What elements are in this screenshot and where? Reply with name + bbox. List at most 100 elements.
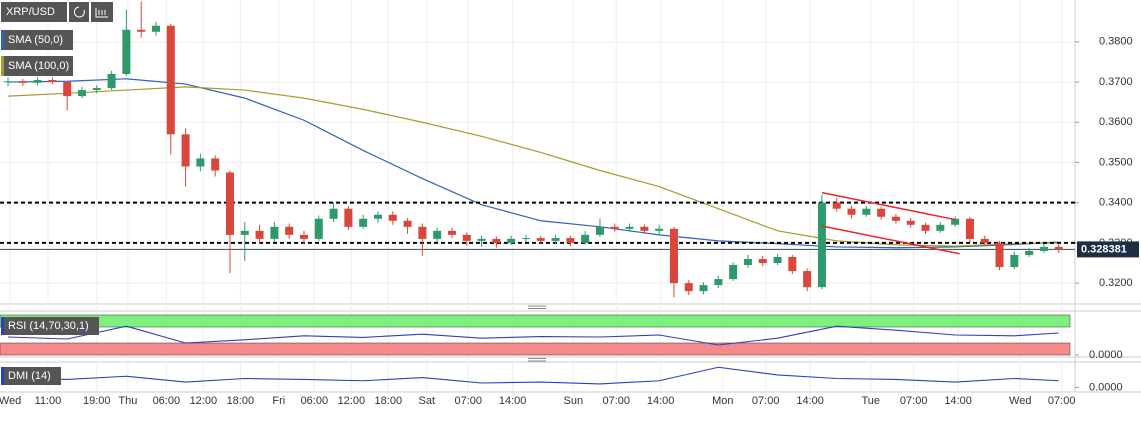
sma-line <box>7 78 1059 249</box>
candle-body <box>107 73 116 89</box>
x-tick-label: 14:00 <box>647 395 675 407</box>
candle-body <box>270 226 279 239</box>
blank-box <box>10 257 131 285</box>
candle-body <box>477 238 486 241</box>
legend-box[interactable] <box>1 30 73 50</box>
x-tick-label: Fri <box>272 395 285 407</box>
x-tick-label: Thu <box>118 395 137 407</box>
candle-body <box>240 230 249 235</box>
candle-body <box>63 82 72 97</box>
candle-body <box>669 228 678 284</box>
candle-body <box>877 208 886 217</box>
x-tick-label: Wed <box>1009 395 1031 407</box>
candle-body <box>699 285 708 292</box>
candle-body <box>77 90 86 97</box>
x-tick-label: Mon <box>712 395 733 407</box>
indicator-label-box[interactable] <box>1 317 99 335</box>
candle-body <box>862 208 871 215</box>
candle-body <box>788 256 797 272</box>
legend-box[interactable] <box>1 56 73 76</box>
candle-body <box>817 202 826 288</box>
x-tick-label: Sat <box>419 395 436 407</box>
candle-body <box>181 134 190 167</box>
y-tick-label: 0.3700 <box>1099 76 1133 88</box>
candle-body <box>225 172 234 235</box>
candle-body <box>255 230 264 239</box>
indicator-label-box[interactable] <box>1 367 61 385</box>
x-tick-label: 06:00 <box>301 395 329 407</box>
candle-body <box>3 81 12 83</box>
indicator-title: RSI (14,70,30,1) <box>8 320 89 332</box>
candle-body <box>1054 246 1063 250</box>
x-tick-label: Sun <box>564 395 584 407</box>
candle-body <box>714 279 723 286</box>
refresh-button[interactable] <box>69 2 89 22</box>
candle-body <box>285 226 294 235</box>
candle-body <box>965 218 974 239</box>
candle-body <box>743 258 752 266</box>
refresh-icon <box>73 6 85 18</box>
candle-body <box>492 238 501 243</box>
candle-body <box>684 283 693 292</box>
candle-body <box>329 208 338 219</box>
candle-body <box>137 29 146 32</box>
y-tick-label: 0.0000 <box>1089 349 1123 361</box>
candle-body <box>729 265 738 280</box>
symbol-label: XRP/USD <box>6 6 55 18</box>
indicator-swatch <box>1 367 4 385</box>
x-tick-label: 07:00 <box>752 395 780 407</box>
candle-body <box>980 238 989 243</box>
candle-body <box>995 242 1004 268</box>
candle-body <box>566 238 575 243</box>
x-tick-label: 07:00 <box>454 395 482 407</box>
candle-body <box>196 158 205 167</box>
symbol-box[interactable] <box>1 2 67 22</box>
x-tick-label: 12:00 <box>190 395 218 407</box>
x-tick-label: 07:00 <box>900 395 928 407</box>
y-tick-label: 0.3200 <box>1099 277 1133 289</box>
candle-body <box>211 158 220 171</box>
indicator-line <box>7 325 1059 346</box>
candle-body <box>151 25 160 32</box>
y-tick-label: 0.3500 <box>1099 156 1133 168</box>
candle-body <box>388 214 397 221</box>
settings-icon <box>95 8 108 18</box>
candle-body <box>891 216 900 221</box>
candle-body <box>832 202 841 209</box>
resize-grip[interactable] <box>528 305 546 309</box>
sma-line <box>7 86 1059 247</box>
x-tick-label: 12:00 <box>338 395 366 407</box>
x-tick-label: 06:00 <box>153 395 181 407</box>
x-tick-label: 07:00 <box>1048 395 1076 407</box>
resize-grip[interactable] <box>528 358 546 362</box>
candle-body <box>595 226 604 235</box>
indicator-title: DMI (14) <box>8 370 51 382</box>
legend-swatch <box>1 30 4 50</box>
band <box>0 342 1071 356</box>
indicator-line <box>7 366 1059 385</box>
x-tick-label: 07:00 <box>602 395 630 407</box>
candle-body <box>1025 250 1034 255</box>
candle-body <box>536 238 545 241</box>
x-tick-label: 19:00 <box>83 395 111 407</box>
candle-body <box>344 208 353 227</box>
candle-body <box>433 230 442 239</box>
channel-line <box>821 191 956 221</box>
candle-body <box>773 256 782 264</box>
candle-body <box>906 220 915 225</box>
candle-body <box>92 88 101 91</box>
indicator-swatch <box>1 317 4 335</box>
candle-body <box>166 25 175 135</box>
candle-body <box>18 81 27 83</box>
y-tick-label: 0.3400 <box>1099 197 1133 209</box>
legend-label: SMA (100,0) <box>8 60 69 72</box>
x-tick-label: 11:00 <box>35 395 62 407</box>
candle-body <box>447 230 456 235</box>
channel-line <box>821 225 960 255</box>
band <box>0 314 1071 328</box>
candle-body <box>48 80 57 83</box>
candle-body <box>1039 246 1048 251</box>
x-tick-label: 14:00 <box>499 395 527 407</box>
candle-body <box>359 218 368 227</box>
